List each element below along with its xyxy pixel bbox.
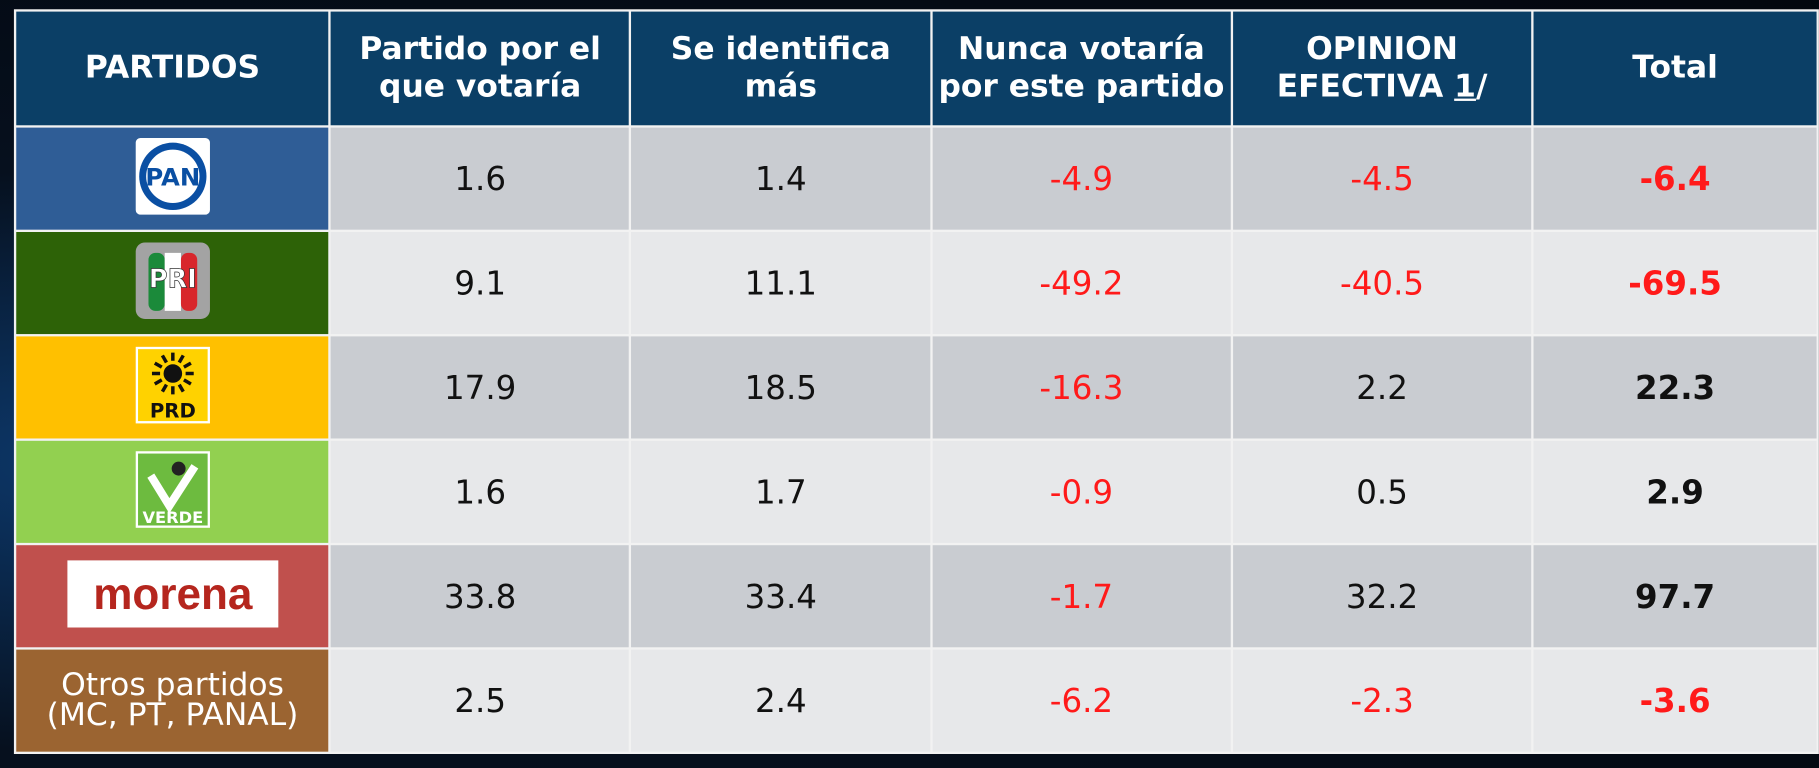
- value-cell: -4.5: [1232, 127, 1532, 230]
- logo-shape: [153, 360, 163, 369]
- value-cell: -4.9: [932, 127, 1231, 230]
- footnote-suffix: /: [1475, 68, 1488, 105]
- total-cell: 2.9: [1533, 440, 1817, 543]
- logo-shape: [145, 149, 200, 203]
- logo-shape: [177, 353, 185, 363]
- logo-text: PRD: [150, 399, 196, 422]
- value-cell: 0.5: [1232, 440, 1532, 543]
- table-body: PAN 1.6 1.4 -4.9 -4.5 -6.4 PRI 9.1 11.1 -49.2 -40.…: [16, 127, 1817, 752]
- logo-shape: [177, 383, 185, 392]
- party-row: PRD 17.9 18.5 -16.3 2.2 22.3: [16, 336, 1817, 439]
- header-cell: Partido por el que votaría: [331, 11, 630, 126]
- total-cell: -69.5: [1533, 232, 1817, 335]
- total-cell: 22.3: [1533, 336, 1817, 439]
- logo-text: VERDE: [142, 508, 203, 527]
- logo-text: PAN: [145, 162, 200, 191]
- party-row: PAN 1.6 1.4 -4.9 -4.5 -6.4: [16, 127, 1817, 230]
- party-name: Otros partidos: [61, 667, 284, 703]
- party-logo: VERDE: [135, 450, 210, 528]
- value-cell: 1.6: [331, 127, 630, 230]
- logo-shape: [182, 360, 192, 369]
- party-name: (MC, PT, PANAL): [46, 697, 299, 734]
- header-cell: Se identifica más: [631, 11, 931, 126]
- total-cell: 97.7: [1533, 545, 1817, 648]
- value-cell: 18.5: [631, 336, 931, 439]
- party-cell: Otros partidos (MC, PT, PANAL): [16, 649, 329, 752]
- logo-shape: [164, 252, 181, 311]
- logo-text: PRI: [149, 264, 197, 294]
- total-cell: -3.6: [1533, 649, 1817, 752]
- party-cell: morena: [16, 545, 329, 648]
- header-cell: Total: [1533, 11, 1817, 126]
- value-cell: 32.2: [1232, 545, 1532, 648]
- party-cell: VERDE: [16, 440, 329, 543]
- value-cell: -16.3: [932, 336, 1231, 439]
- logo-shape: [163, 363, 182, 383]
- party-row: morena 33.8 33.4 -1.7 32.2 97.7: [16, 545, 1817, 648]
- value-cell: 11.1: [631, 232, 931, 335]
- header-text: OPINION EFECTIVA: [1276, 31, 1459, 105]
- value-cell: 1.4: [631, 127, 931, 230]
- party-logo: morena: [66, 559, 279, 627]
- party-logo: PAN: [135, 137, 210, 215]
- total-cell: -6.4: [1533, 127, 1817, 230]
- value-cell: -6.2: [932, 649, 1231, 752]
- value-cell: 1.6: [331, 440, 630, 543]
- value-cell: -1.7: [932, 545, 1231, 648]
- logo-shape: [160, 383, 168, 392]
- logo-shape: [137, 348, 208, 421]
- logo-shape: [146, 463, 198, 513]
- header-cell: Nunca votaría por este partido: [932, 11, 1231, 126]
- header-row: PARTIDOS Partido por el que votaría Se ide…: [16, 11, 1817, 126]
- logo-shape: [160, 353, 168, 363]
- value-cell: -2.3: [1232, 649, 1532, 752]
- party-row: Otros partidos (MC, PT, PANAL) 2.5 2.4 -6.2-…: [16, 649, 1817, 752]
- value-cell: 1.7: [631, 440, 931, 543]
- value-cell: 2.2: [1232, 336, 1532, 439]
- logo-shape: [182, 377, 192, 385]
- value-cell: -40.5: [1232, 232, 1532, 335]
- footnote-ref: 1: [1454, 68, 1476, 105]
- value-cell: 2.5: [331, 649, 630, 752]
- party-cell: PRD: [16, 336, 329, 439]
- logo-shape: [148, 252, 165, 311]
- party-logo: PRI: [135, 241, 210, 319]
- logo-shape: [66, 559, 279, 627]
- logo-text: morena: [93, 569, 253, 618]
- logo-shape: [171, 461, 186, 476]
- party-cell: PAN: [16, 127, 329, 230]
- party-row: PRI 9.1 11.1 -49.2 -40.5 -69.5: [16, 232, 1817, 335]
- value-cell: 33.8: [331, 545, 630, 648]
- logo-shape: [180, 252, 197, 311]
- party-logo: PRD: [135, 346, 210, 423]
- party-row: VERDE 1.6 1.7 -0.9 0.5 2.9: [16, 440, 1817, 543]
- value-cell: -0.9: [932, 440, 1231, 543]
- value-cell: 33.4: [631, 545, 931, 648]
- logo-shape: [153, 377, 163, 385]
- value-cell: 17.9: [331, 336, 630, 439]
- party-cell: PRI: [16, 232, 329, 335]
- value-cell: 2.4: [631, 649, 931, 752]
- results-table: PARTIDOS Partido por el que votaría Se ide…: [13, 9, 1819, 754]
- header-cell: PARTIDOS: [16, 11, 329, 126]
- header-cell: OPINION EFECTIVA 1/: [1232, 11, 1532, 126]
- value-cell: -49.2: [932, 232, 1231, 335]
- value-cell: 9.1: [331, 232, 630, 335]
